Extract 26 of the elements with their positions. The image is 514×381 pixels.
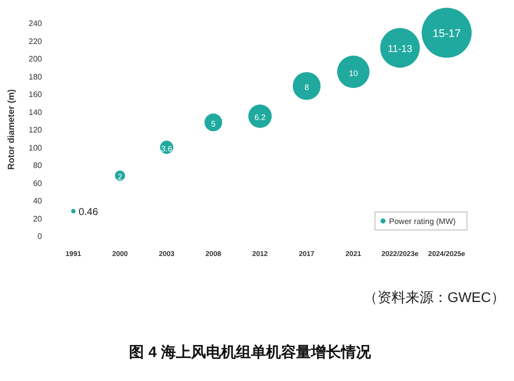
annotation: 15-17 — [432, 28, 461, 40]
legend-label: Power rating (MW) — [389, 217, 456, 226]
annotation: 8 — [304, 83, 310, 92]
y-tick-label: 100 — [28, 143, 43, 152]
y-tick-label: 220 — [28, 36, 43, 46]
y-tick-label: 20 — [33, 214, 43, 224]
y-axis-title: Rotor diameter (m) — [6, 89, 16, 170]
y-tick-label: 0 — [38, 232, 43, 241]
y-tick-label: 180 — [28, 72, 43, 82]
text: （资料来源：GWEC） — [363, 289, 505, 305]
y-tick-label: 60 — [33, 178, 43, 188]
y-tick-label: 80 — [33, 161, 43, 170]
y-tick-label: 40 — [33, 196, 43, 206]
y-tick-label: 140 — [28, 108, 43, 117]
annotation: 10 — [348, 68, 358, 78]
y-tick-label: 200 — [28, 54, 43, 64]
y-tick-label: 120 — [28, 126, 43, 134]
annotation: 6.2 — [254, 113, 266, 122]
annotation: 5 — [211, 119, 216, 128]
y-tick-label: 160 — [28, 90, 43, 99]
annotation: 3.6 — [161, 144, 173, 154]
y-tick-label: 240 — [28, 19, 43, 28]
annotation: 0.46 — [78, 207, 98, 218]
text: 图 4 海上风电机组单机容量增长情况 — [129, 343, 372, 361]
annotation: 2 — [118, 172, 123, 182]
annotation: 11-13 — [388, 44, 413, 55]
